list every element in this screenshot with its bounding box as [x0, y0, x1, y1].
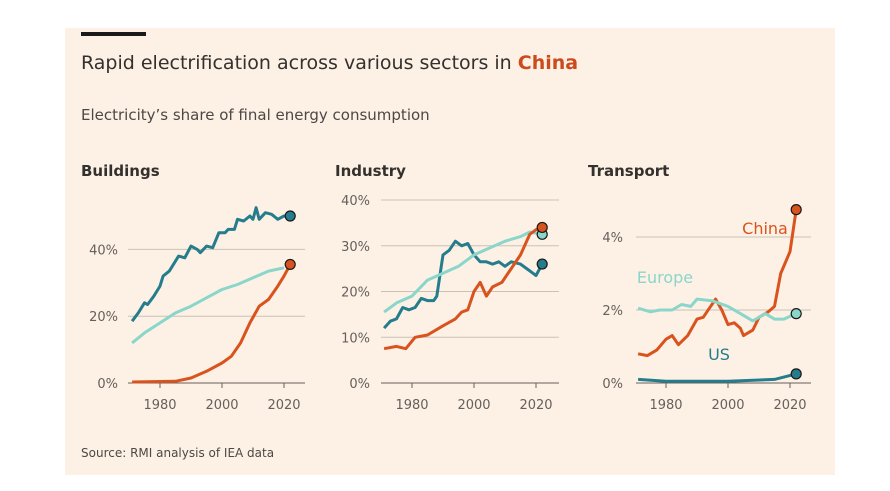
series-line-europe	[637, 297, 797, 323]
end-marker-china	[536, 221, 548, 234]
series-line-europe	[383, 230, 543, 314]
panel-title-transport: Transport	[588, 162, 670, 180]
y-tick-label: 0%	[602, 377, 623, 392]
x-tick-label: 1980	[395, 398, 428, 413]
series-line-europe	[131, 266, 285, 345]
x-tick-label: 2000	[205, 398, 238, 413]
x-tick-label: 2020	[519, 398, 552, 413]
series-line-us	[638, 372, 797, 383]
chart-subtitle: Electricity’s share of final energy cons…	[81, 106, 430, 124]
end-marker-us	[790, 368, 802, 380]
end-marker-us	[284, 210, 296, 222]
end-marker-china	[284, 258, 296, 271]
title-highlight: China	[517, 52, 579, 74]
panel-buildings: 0% 20% 40% 1980 2000 2020	[89, 206, 305, 413]
x-tick-label: 2000	[711, 398, 744, 413]
end-marker-china	[790, 204, 802, 216]
series-line-us	[130, 206, 291, 323]
brand-bar	[81, 32, 146, 36]
series-line-china	[637, 209, 798, 358]
series-label-china: China	[742, 219, 788, 238]
series-line-china	[132, 263, 292, 384]
y-tick-label: 10%	[341, 331, 370, 346]
y-tick-label: 0%	[349, 377, 370, 392]
y-tick-label: 2%	[602, 304, 623, 319]
panel-title-industry: Industry	[335, 162, 406, 180]
x-tick-label: 2020	[267, 398, 300, 413]
series-label-europe: Europe	[637, 268, 693, 287]
y-tick-label: 40%	[341, 194, 370, 209]
source-note: Source: RMI analysis of IEA data	[81, 446, 275, 460]
series-line-china	[383, 226, 543, 351]
panel-industry: 0% 10% 20% 30% 40% 1980 2000 2020	[341, 194, 559, 413]
y-tick-label: 40%	[89, 243, 118, 258]
panel-transport: 0% 2% 4% 1980 2000 2020 China Europe US	[602, 204, 811, 413]
x-tick-label: 1980	[649, 398, 682, 413]
y-tick-label: 0%	[97, 377, 118, 392]
y-tick-label: 20%	[341, 286, 370, 301]
chart-title: Rapid electrification across various sec…	[81, 52, 578, 74]
x-tick-label: 1980	[143, 398, 176, 413]
end-marker-europe	[790, 308, 802, 320]
series-label-us: US	[708, 345, 730, 364]
x-tick-label: 2020	[773, 398, 806, 413]
y-tick-label: 4%	[602, 231, 623, 246]
y-tick-label: 20%	[89, 310, 118, 325]
y-tick-label: 30%	[341, 240, 370, 255]
end-marker-us	[536, 258, 548, 270]
title-text: Rapid electrification across various sec…	[81, 52, 518, 74]
panel-title-buildings: Buildings	[81, 162, 160, 180]
x-tick-label: 2000	[457, 398, 490, 413]
series-line-us	[382, 239, 544, 330]
